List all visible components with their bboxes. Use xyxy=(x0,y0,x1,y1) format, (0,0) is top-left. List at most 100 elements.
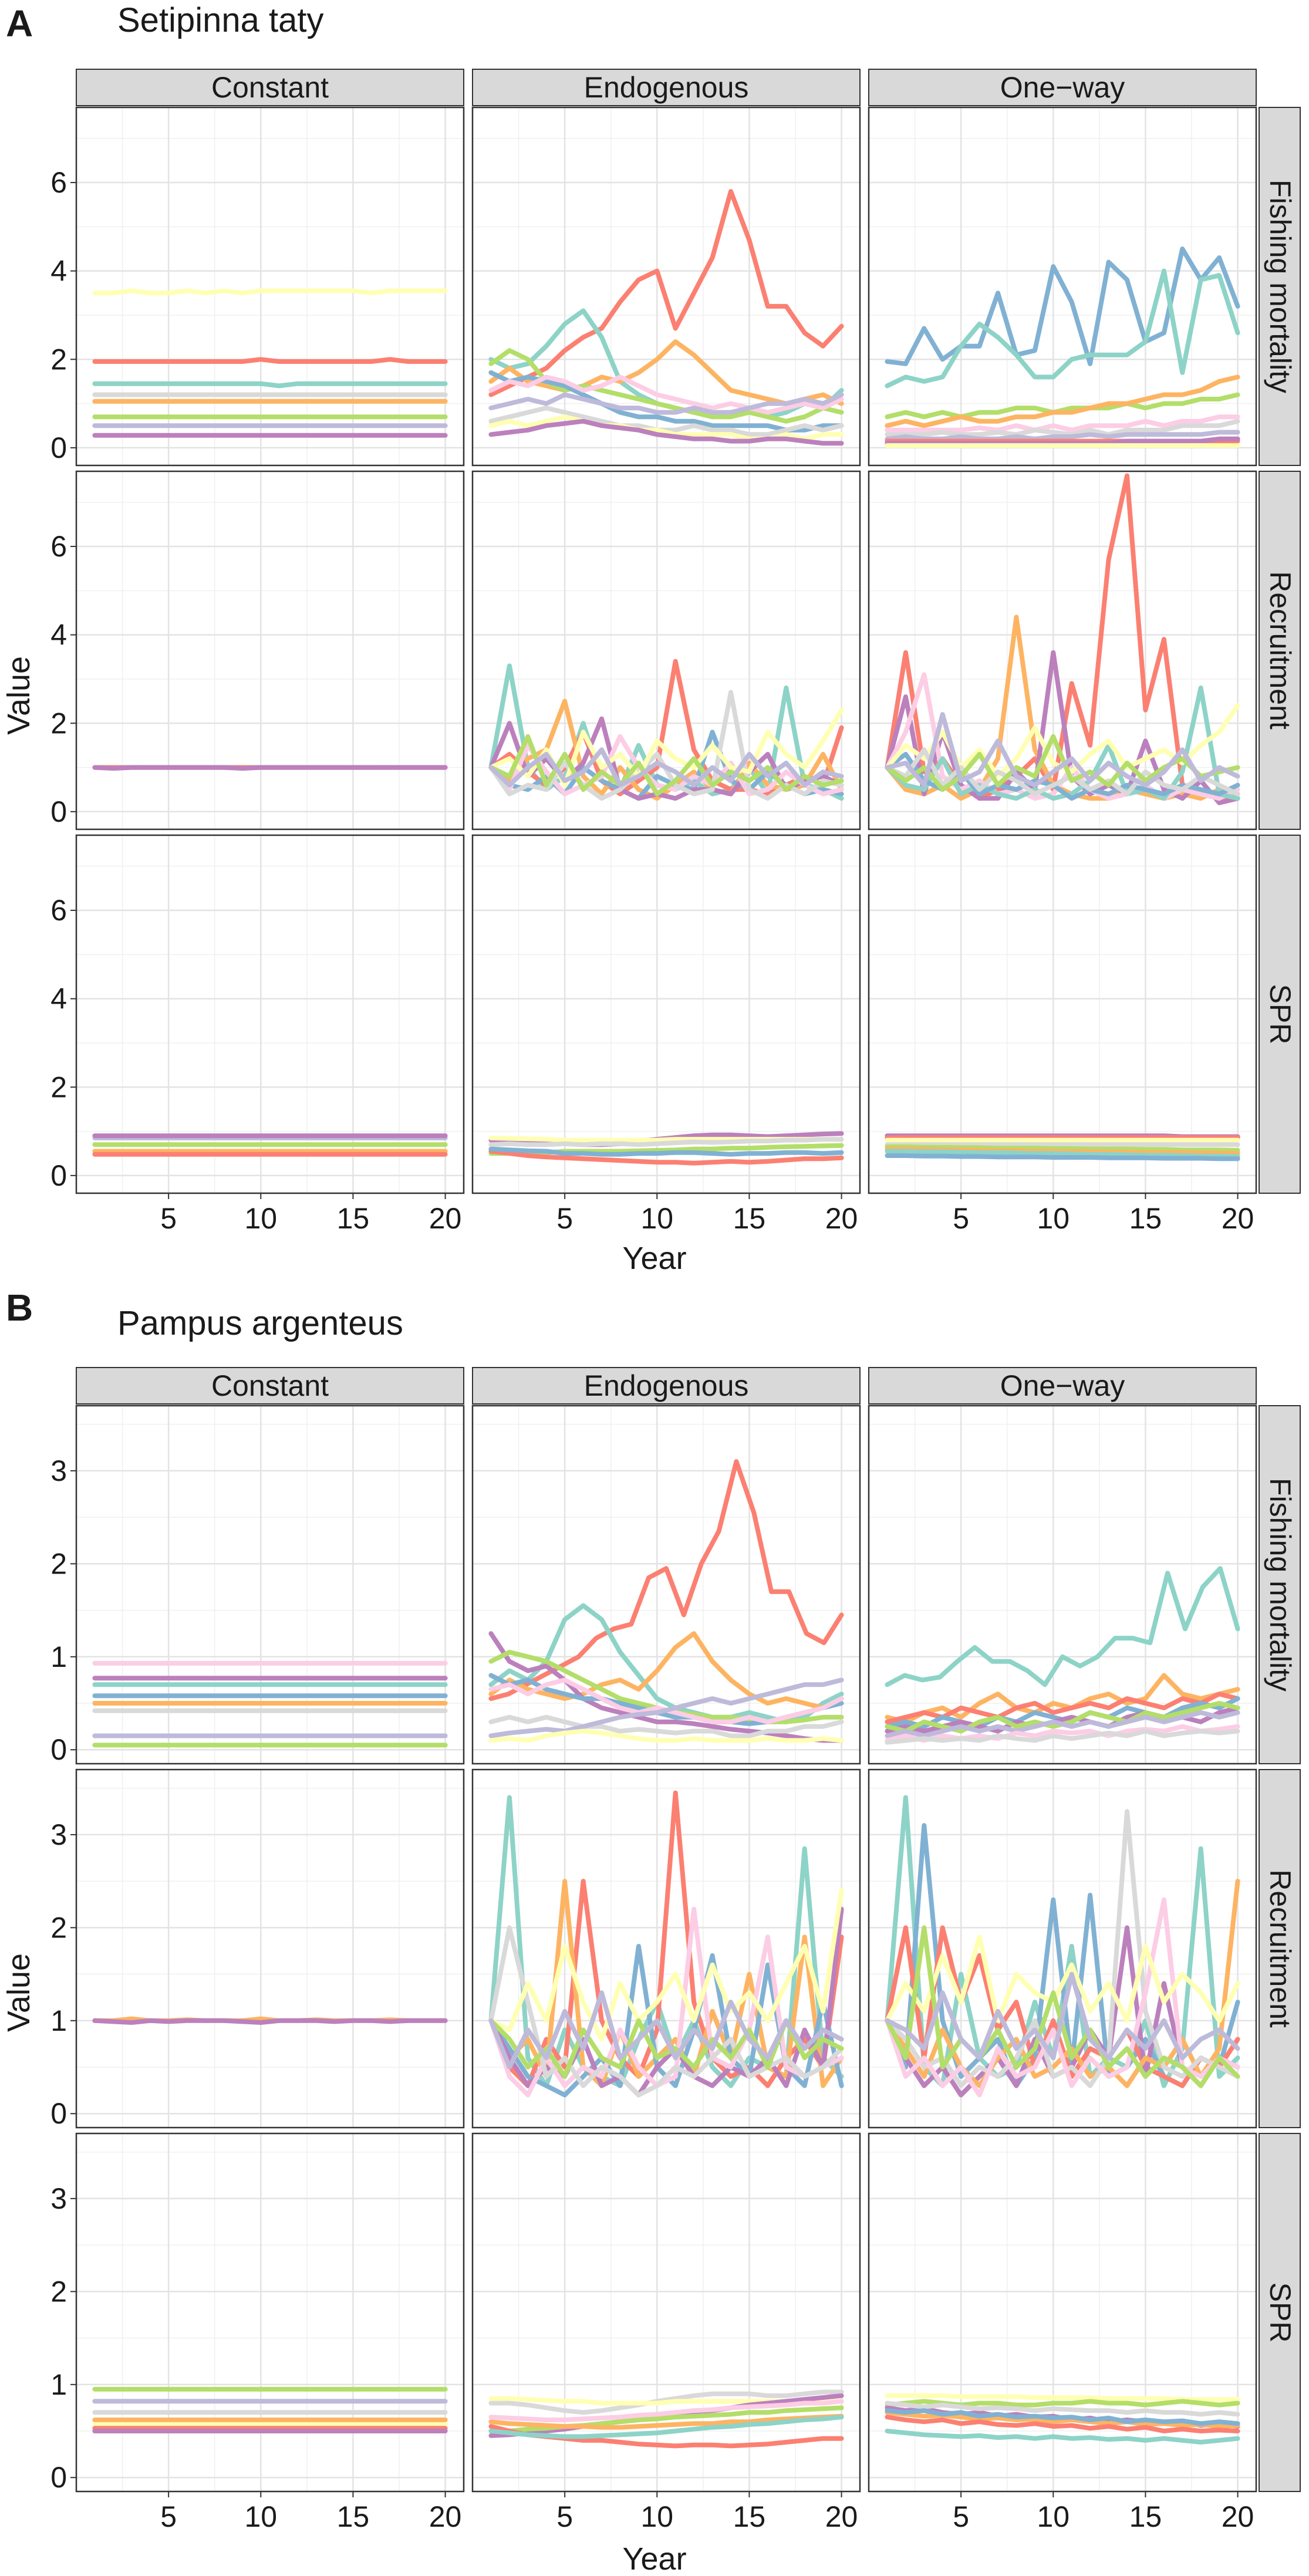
column-strip xyxy=(472,1367,861,1405)
facet-constant-recruitment xyxy=(75,470,465,830)
row-strip xyxy=(1259,1769,1301,2128)
facet-endogenous-recruitment xyxy=(471,1768,861,2129)
facet-constant-spr: 5 10 15 20 xyxy=(75,834,465,1235)
facet-oneway-recruitment xyxy=(868,1768,1257,2129)
x-tick-label: 15 xyxy=(337,1202,370,1235)
y-tick-label: 0 xyxy=(50,2461,67,2494)
series-line xyxy=(885,418,1240,437)
y-axis-title-b: Value xyxy=(1,1953,36,2032)
y-tick-label: 3 xyxy=(50,1818,67,1851)
y-tick-label: 0 xyxy=(50,1733,67,1766)
series-line xyxy=(885,1149,1240,1159)
facet-border xyxy=(868,1405,1257,1765)
series-line xyxy=(885,414,1240,433)
facet-endogenous-spr: 5 10 15 20 xyxy=(471,834,861,1235)
y-tick-label: 2 xyxy=(50,1071,67,1103)
y-tick-label: 1 xyxy=(50,2004,67,2037)
facet-endogenous-fishing-mortality xyxy=(471,106,861,467)
facet-border xyxy=(75,106,465,467)
x-tick-label: 5 xyxy=(556,1202,573,1235)
series-line xyxy=(885,268,1240,389)
column-strip-label: One−way xyxy=(1000,71,1125,104)
series-line xyxy=(885,712,1240,788)
column-strip xyxy=(472,69,861,106)
x-tick-label: 5 xyxy=(160,1202,177,1235)
facet-border xyxy=(868,470,1257,830)
y-tick-label: 3 xyxy=(50,1454,67,1487)
facet-border xyxy=(75,834,465,1194)
y-tick-label: 2 xyxy=(50,343,67,376)
series-line xyxy=(488,2399,844,2422)
x-tick-label: 5 xyxy=(953,2500,969,2533)
x-tick-label: 5 xyxy=(953,1202,969,1235)
facet-constant-fishing-mortality xyxy=(75,1405,465,1765)
row-strip xyxy=(1259,107,1301,466)
x-tick-label: 20 xyxy=(825,1202,858,1235)
series-line xyxy=(885,430,1240,441)
y-tick-label: 6 xyxy=(50,166,67,199)
y-tick-label: 4 xyxy=(50,255,67,288)
row-strip-label: Recruitment xyxy=(1264,571,1297,730)
series-line xyxy=(488,1728,844,1743)
facet-background xyxy=(76,2133,464,2491)
column-strip-label: Endogenous xyxy=(584,1369,749,1402)
series-line xyxy=(885,1153,1240,1162)
x-tick-label: 20 xyxy=(429,1202,462,1235)
row-strip-label: Recruitment xyxy=(1264,1869,1297,2028)
facet-border xyxy=(75,1405,465,1765)
row-strip xyxy=(1259,835,1301,1194)
species-title-a: Setipinna taty xyxy=(117,1,323,39)
series-line xyxy=(885,1144,1240,1153)
series-line xyxy=(488,1906,844,2098)
series-line xyxy=(488,1149,844,1166)
facet-oneway-recruitment xyxy=(868,470,1257,830)
series-line xyxy=(885,374,1240,428)
row-strip xyxy=(1259,471,1301,830)
series-line xyxy=(488,1137,844,1147)
x-tick-label: 20 xyxy=(429,2500,462,2533)
facet-endogenous-spr: 5 10 15 20 xyxy=(471,2132,861,2533)
y-tick-label: 1 xyxy=(50,1640,67,1673)
series-line xyxy=(488,747,844,788)
series-line xyxy=(488,374,844,415)
facet-oneway-fishing-mortality xyxy=(868,1405,1257,1765)
series-line xyxy=(885,1673,1240,1724)
series-line xyxy=(488,1677,844,1738)
series-line xyxy=(885,1934,1240,2023)
series-line xyxy=(488,1631,844,1710)
facet-border xyxy=(868,106,1257,467)
y-tick-label: 2 xyxy=(50,1547,67,1580)
x-tick-label: 5 xyxy=(556,2500,573,2533)
facet-endogenous-recruitment xyxy=(471,470,861,830)
panel-tag-a: A xyxy=(6,2,33,45)
series-line xyxy=(488,1888,844,2042)
facet-border xyxy=(471,470,861,830)
series-line xyxy=(885,1710,1240,1738)
column-strip xyxy=(868,1367,1257,1405)
y-tick-label: 0 xyxy=(50,1159,67,1192)
facet-background xyxy=(473,2133,860,2491)
y-tick-label: 6 xyxy=(50,894,67,927)
facet-border xyxy=(471,2132,861,2493)
series-line xyxy=(488,2413,844,2430)
row-strip-label: SPR xyxy=(1264,984,1297,1045)
facet-border xyxy=(471,834,861,1194)
series-line xyxy=(92,288,448,296)
x-tick-label: 10 xyxy=(640,1202,673,1235)
facet-endogenous-fishing-mortality xyxy=(471,1405,861,1765)
series-line xyxy=(885,1971,1240,2061)
x-tick-label: 10 xyxy=(1037,2500,1070,2533)
x-tick-label: 20 xyxy=(1222,1202,1254,1235)
y-tick-label: 0 xyxy=(50,795,67,828)
series-line xyxy=(885,2401,1240,2417)
facet-border xyxy=(471,1405,861,1765)
series-line xyxy=(488,734,844,796)
facet-border xyxy=(75,2132,465,2493)
x-tick-label: 15 xyxy=(337,2500,370,2533)
series-line xyxy=(885,1728,1240,1745)
facet-grid: Constant Endogenous One−way Fishing mortali… xyxy=(50,69,1301,2533)
facet-oneway-spr: 5 10 15 20 xyxy=(868,2132,1257,2533)
facet-border xyxy=(868,1768,1257,2129)
facet-oneway-spr: 5 10 15 20 xyxy=(868,834,1257,1235)
